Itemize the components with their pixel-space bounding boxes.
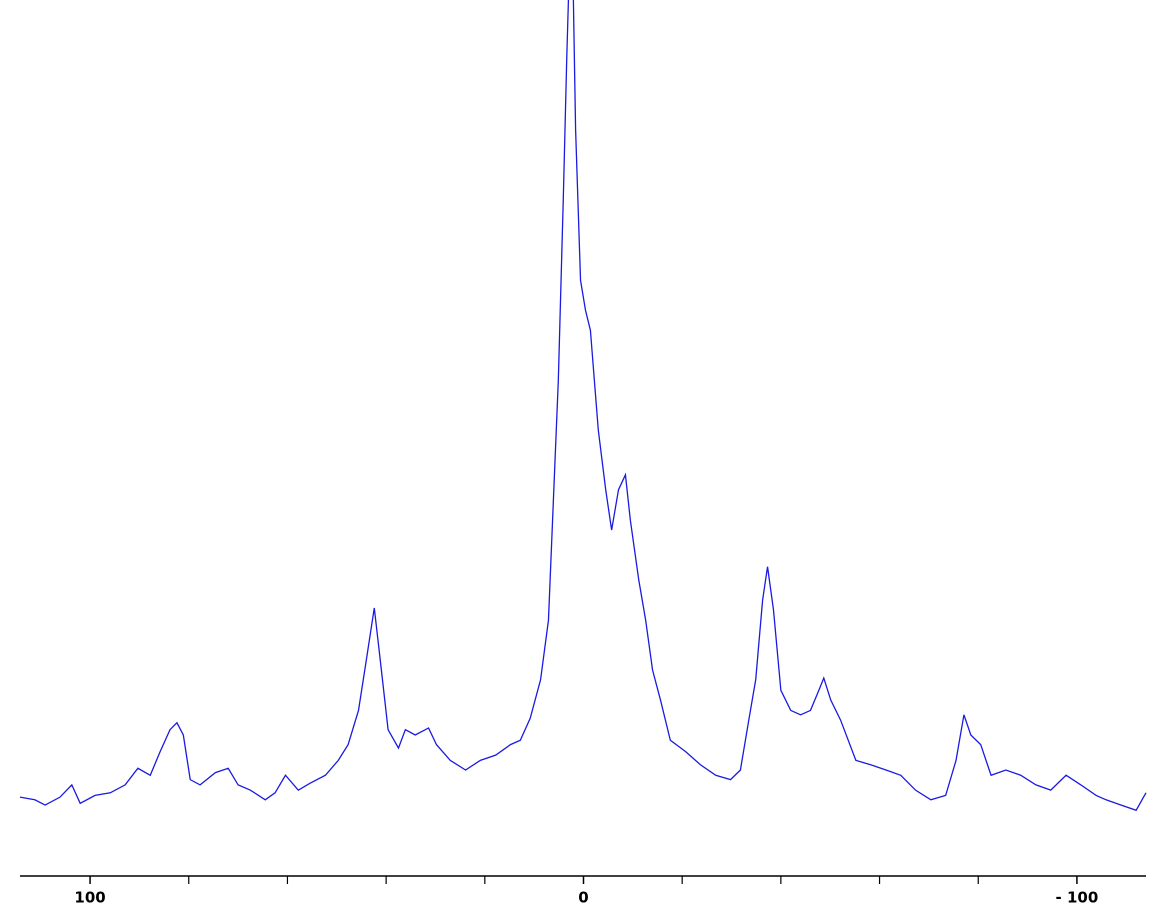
x-tick-label: 100 [74, 889, 105, 907]
x-tick-label: 0 [578, 889, 588, 907]
spectrum-line [19, 0, 1147, 812]
x-tick-label: - 100 [1056, 889, 1099, 907]
